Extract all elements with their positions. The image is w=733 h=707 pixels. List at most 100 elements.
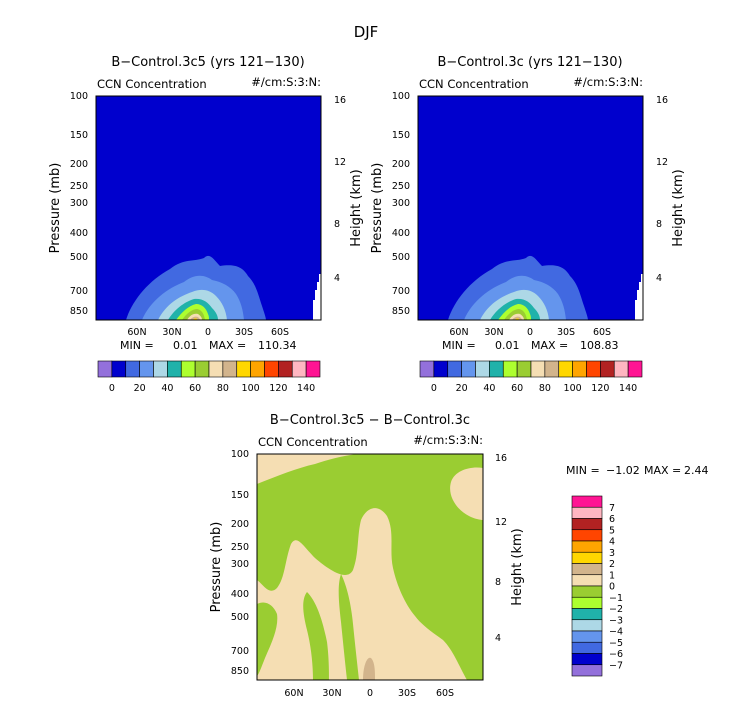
panel-1-contour-90 xyxy=(190,316,200,320)
y-tick-label: 100 xyxy=(231,449,249,460)
colorbar-swatch xyxy=(558,360,573,378)
min-value: 0.01 xyxy=(495,339,520,352)
panel-2-plot xyxy=(418,96,643,320)
panel-1-variable-label: CCN Concentration xyxy=(97,77,207,91)
x-tick-label: 60S xyxy=(436,688,454,699)
colorbar-swatch xyxy=(278,360,293,378)
min-label: MIN = xyxy=(442,339,476,352)
colorbar-swatch xyxy=(627,360,643,378)
colorbar-label: 5 xyxy=(609,525,615,536)
colorbar-swatch xyxy=(461,360,476,378)
y-tick-label: 250 xyxy=(392,181,410,192)
panel-3-ylabel: Pressure (mb) xyxy=(209,522,224,613)
panel-3-y2label: Height (km) xyxy=(510,528,525,605)
x-tick-label: 60N xyxy=(284,688,303,699)
panel-3-latitude-axis: 60N 30N 0 30S 60S xyxy=(284,688,454,699)
colorbar-label: 7 xyxy=(609,503,615,514)
y-tick-label: 700 xyxy=(392,286,410,297)
colorbar-label: 0 xyxy=(609,582,615,593)
y-tick-label: 300 xyxy=(392,198,410,209)
max-label: MAX = xyxy=(644,464,681,477)
colorbar-swatch xyxy=(571,608,603,621)
colorbar-swatch xyxy=(167,360,182,378)
colorbar-label: −4 xyxy=(609,627,623,638)
colorbar-swatch xyxy=(502,360,518,378)
y-tick-label: 300 xyxy=(70,198,88,209)
colorbar-swatch xyxy=(208,360,224,378)
colorbar-label: 0 xyxy=(109,383,115,394)
y2-tick-label: 4 xyxy=(334,273,340,284)
colorbar-label: −5 xyxy=(609,638,623,649)
y-tick-label: 250 xyxy=(70,181,88,192)
panel-3-variable-label: CCN Concentration xyxy=(258,435,368,449)
panel-1-units-label: #/cm:S:3:N: xyxy=(251,75,321,89)
colorbar-swatch xyxy=(433,360,449,378)
panel-1-height-axis: 16 12 8 4 Height (km) xyxy=(334,95,364,284)
y-tick-label: 100 xyxy=(70,91,88,102)
y2-tick-label: 8 xyxy=(334,219,340,230)
x-tick-label: 30S xyxy=(557,327,575,338)
colorbar-swatch xyxy=(571,585,603,598)
panel-2: B−Control.3c (yrs 121−130) CCN Concentra… xyxy=(370,55,686,394)
y-tick-label: 700 xyxy=(70,286,88,297)
x-tick-label: 0 xyxy=(367,688,373,699)
y-tick-label: 150 xyxy=(392,130,410,141)
panel-1: B−Control.3c5 (yrs 121−130) CCN Concentr… xyxy=(48,55,364,394)
y-tick-label: 200 xyxy=(231,519,249,530)
colorbar-swatch xyxy=(291,360,307,378)
colorbar-swatch xyxy=(125,360,140,378)
colorbar-swatch xyxy=(475,360,490,378)
x-tick-label: 30S xyxy=(398,688,416,699)
y-tick-label: 250 xyxy=(231,542,249,553)
y2-tick-label: 12 xyxy=(656,157,668,168)
max-value: 108.83 xyxy=(580,339,619,352)
colorbar-swatch xyxy=(139,360,154,378)
colorbar-swatch xyxy=(571,630,603,643)
panel-2-missing-terrain xyxy=(635,274,643,320)
x-tick-label: 30N xyxy=(484,327,503,338)
colorbar-swatch xyxy=(236,360,251,378)
y2-tick-label: 4 xyxy=(656,273,662,284)
colorbar-label: 1 xyxy=(609,570,615,581)
min-value: −1.02 xyxy=(606,464,640,477)
colorbar-swatch xyxy=(97,360,113,378)
colorbar-label: 60 xyxy=(511,383,523,394)
colorbar-swatch xyxy=(264,360,279,378)
colorbar-label: 20 xyxy=(456,383,468,394)
panel-2-latitude-axis: 60N 30N 0 30S 60S xyxy=(449,327,611,338)
y-tick-label: 150 xyxy=(231,490,249,501)
colorbar-label: 120 xyxy=(591,383,609,394)
panel-3-stats: MIN = −1.02 MAX = 2.44 xyxy=(566,464,709,477)
panel-2-y2label: Height (km) xyxy=(671,169,686,246)
y2-tick-label: 12 xyxy=(334,157,346,168)
x-tick-label: 0 xyxy=(527,327,533,338)
panel-2-ylabel: Pressure (mb) xyxy=(370,163,385,254)
panel-3-pressure-axis: 100 150 200 250 300 400 500 700 850 Pres… xyxy=(209,449,249,677)
colorbar-label: 40 xyxy=(483,383,495,394)
panel-3-negative-region-lower-left xyxy=(257,602,278,676)
panel-3-units-label: #/cm:S:3:N: xyxy=(413,433,483,447)
colorbar-label: 0 xyxy=(431,383,437,394)
max-value: 2.44 xyxy=(684,464,709,477)
y2-tick-label: 16 xyxy=(656,95,668,106)
panel-3-plot-frame xyxy=(256,453,484,681)
panel-3: B−Control.3c5 − B−Control.3c CCN Concent… xyxy=(209,413,709,699)
colorbar-swatch xyxy=(222,360,238,378)
panel-1-y2label: Height (km) xyxy=(349,169,364,246)
colorbar-swatch xyxy=(447,360,462,378)
panel-2-pressure-axis: 100 150 200 250 300 400 500 700 850 Pres… xyxy=(370,91,410,317)
colorbar-label: 100 xyxy=(564,383,582,394)
panel-1-plot xyxy=(96,96,321,320)
panel-3-negative-region-main xyxy=(257,454,483,680)
x-tick-label: 60N xyxy=(449,327,468,338)
min-value: 0.01 xyxy=(173,339,198,352)
x-tick-label: 30N xyxy=(162,327,181,338)
figure-title: DJF xyxy=(354,23,379,41)
colorbar-swatch xyxy=(194,360,210,378)
colorbar-label: 3 xyxy=(609,548,615,559)
panel-2-contours xyxy=(448,255,643,320)
colorbar-swatch xyxy=(571,551,603,564)
colorbar-swatch xyxy=(600,360,615,378)
colorbar-swatch xyxy=(571,596,603,609)
x-tick-label: 60S xyxy=(593,327,611,338)
